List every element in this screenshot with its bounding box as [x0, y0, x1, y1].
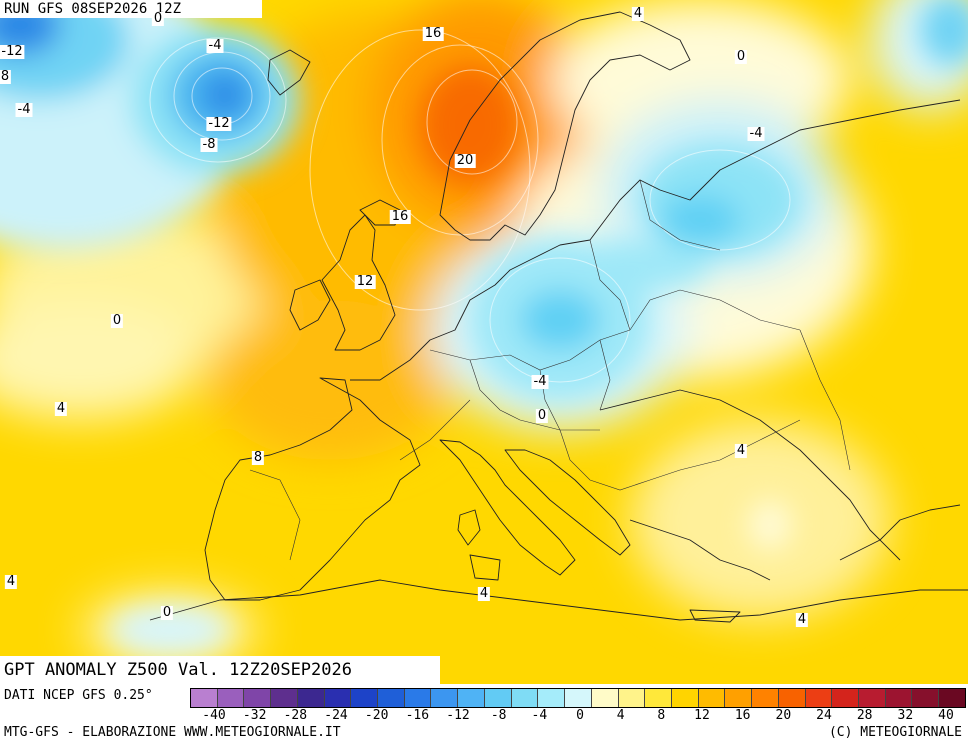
- colorbar-tick-label: -16: [405, 708, 430, 723]
- contour-label: 8: [0, 69, 12, 84]
- colorbar-tick-label: -40: [202, 708, 226, 723]
- contour-label: 12: [354, 274, 376, 289]
- contour-label: -4: [206, 38, 224, 53]
- colorbar-swatch: [591, 689, 619, 707]
- colorbar-swatch: [671, 689, 699, 707]
- colorbar-tick-label: 20: [775, 708, 792, 723]
- colorbar-swatch: [511, 689, 539, 707]
- contour-label: 8: [251, 450, 265, 465]
- colorbar-tick-label: 40: [938, 708, 954, 723]
- contour-label: 0: [535, 408, 549, 423]
- colorbar-swatch: [698, 689, 726, 707]
- colorbar-tick-label: 4: [616, 708, 625, 723]
- colorbar-tick-label: -8: [490, 708, 507, 723]
- credit-right: (C) METEOGIORNALE: [828, 725, 962, 740]
- colorbar: [190, 688, 966, 708]
- contour-label: 4: [4, 574, 18, 589]
- colorbar-swatch: [858, 689, 886, 707]
- contour-label: 4: [631, 6, 645, 21]
- colorbar-tick-label: 8: [657, 708, 666, 723]
- colorbar-swatch: [939, 689, 965, 707]
- credit-left: MTG-GFS - ELABORAZIONE WWW.METEOGIORNALE…: [4, 725, 341, 740]
- contour-label: -12: [0, 44, 25, 59]
- data-source-label: DATI NCEP GFS 0.25°: [4, 688, 153, 703]
- colorbar-swatch: [752, 689, 779, 707]
- colorbar-tick-label: -32: [242, 708, 267, 723]
- colorbar-swatch: [217, 689, 245, 707]
- colorbar-swatch: [912, 689, 940, 707]
- contour-label: 0: [110, 313, 124, 328]
- colorbar-swatch: [458, 689, 485, 707]
- colorbar-tick-label: 0: [576, 708, 584, 723]
- colorbar-tick-label: 12: [694, 708, 710, 723]
- colorbar-swatch: [297, 689, 325, 707]
- colorbar-tick-label: -12: [446, 708, 470, 723]
- anomaly-core: [0, 0, 968, 655]
- colorbar-swatch: [618, 689, 646, 707]
- colorbar-swatch: [431, 689, 459, 707]
- colorbar-tick-label: -24: [324, 708, 348, 723]
- colorbar-swatch: [324, 689, 352, 707]
- colorbar-swatch: [725, 689, 753, 707]
- colorbar-tick-label: 24: [816, 708, 832, 723]
- contour-label: 4: [477, 586, 491, 601]
- colorbar-swatch: [778, 689, 806, 707]
- anomaly-map: [0, 0, 968, 684]
- run-label: RUN GFS 08SEP2026 12Z: [0, 0, 262, 18]
- colorbar-tick-label: -20: [364, 708, 389, 723]
- colorbar-swatch: [244, 689, 272, 707]
- colorbar-swatch: [565, 689, 592, 707]
- colorbar-swatch: [805, 689, 833, 707]
- colorbar-tick-label: -4: [531, 708, 548, 723]
- colorbar-swatch: [538, 689, 566, 707]
- contour-label: 20: [454, 153, 476, 168]
- colorbar-swatch: [832, 689, 859, 707]
- contour-label: 16: [422, 26, 444, 41]
- contour-label: 4: [795, 612, 809, 627]
- contour-label: 4: [54, 401, 68, 416]
- legend-panel: DATI NCEP GFS 0.25° -40 -32 -28 -24 -20 -16 -1…: [0, 684, 968, 745]
- colorbar-tick-label: 16: [734, 708, 751, 723]
- colorbar-swatch: [271, 689, 298, 707]
- contour-label: 4: [734, 443, 748, 458]
- contour-label: 0: [151, 11, 165, 26]
- colorbar-swatch: [885, 689, 913, 707]
- contour-lines: [149, 29, 791, 383]
- colorbar-tick-label: -28: [283, 708, 308, 723]
- contour-label: -8: [200, 137, 218, 152]
- colorbar-swatch: [484, 689, 512, 707]
- contour-label: 0: [160, 605, 174, 620]
- contour-label: 16: [389, 209, 411, 224]
- colorbar-ticks: -40 -32 -28 -24 -20 -16 -12 -8 -4 0 4 8 12 16 20 24 28 32…: [190, 708, 966, 726]
- colorbar-swatch: [191, 689, 218, 707]
- contour-label: 0: [734, 49, 748, 64]
- colorbar-tick-label: 32: [897, 708, 914, 723]
- colorbar-swatch: [404, 689, 432, 707]
- colorbar-swatch: [351, 689, 379, 707]
- map-title: GPT ANOMALY Z500 Val. 12Z20SEP2026: [0, 656, 440, 684]
- colorbar-swatch: [645, 689, 672, 707]
- contour-label: -4: [15, 102, 33, 117]
- contour-label: -4: [747, 126, 765, 141]
- contour-label: -4: [531, 374, 549, 389]
- colorbar-tick-label: 28: [856, 708, 873, 723]
- contour-label: -12: [206, 116, 232, 131]
- colorbar-swatch: [378, 689, 405, 707]
